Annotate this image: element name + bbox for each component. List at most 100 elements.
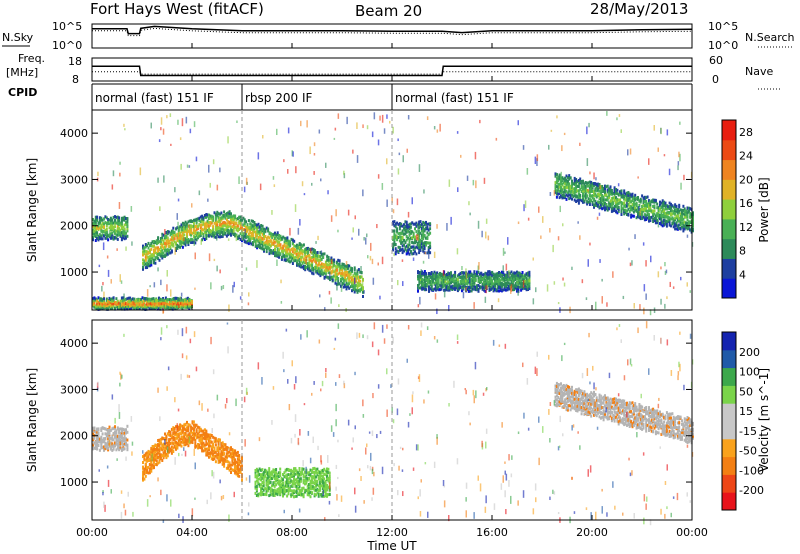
scatter-cell [351, 289, 353, 293]
scatter-cell [291, 247, 294, 251]
scatter-cell [467, 278, 470, 282]
scatter-cell [161, 254, 164, 258]
scatter-cell [560, 185, 562, 189]
scatter-cell [346, 284, 349, 288]
noise-cell [256, 260, 258, 268]
scatter-cell [665, 204, 668, 208]
scatter-cell [92, 238, 94, 242]
noise-cell [103, 291, 105, 298]
scatter-cell [119, 228, 122, 232]
scatter-cell [93, 298, 96, 302]
scatter-cell [98, 298, 101, 302]
scatter-cell [97, 296, 100, 300]
noise-cell [549, 228, 551, 233]
scatter-cell [311, 267, 314, 271]
scatter-cell [311, 251, 314, 255]
scatter-cell [203, 214, 206, 217]
scatter-cell [436, 274, 439, 278]
noise-cell [330, 297, 332, 304]
scatter-cell [208, 226, 210, 230]
scatter-cell [123, 307, 126, 311]
noise-cell [194, 252, 196, 260]
scatter-cell [191, 225, 194, 229]
scatter-cell [425, 274, 428, 277]
scatter-cell [648, 218, 650, 222]
scatter-cell [149, 305, 152, 309]
scatter-cell [470, 282, 473, 286]
scatter-cell [660, 223, 663, 227]
scatter-cell [396, 227, 399, 231]
scatter-cell [92, 426, 94, 430]
scatter-cell [681, 221, 683, 225]
scatter-cell [452, 284, 455, 288]
scatter-cell [256, 223, 259, 227]
scatter-cell [609, 202, 612, 206]
scatter-cell [162, 242, 165, 246]
scatter-cell [443, 280, 446, 284]
noise-lo-left: 10^0 [52, 39, 82, 52]
scatter-cell [231, 231, 234, 235]
scatter-cell [202, 228, 205, 232]
noise-cell [108, 230, 111, 237]
noise-cell [361, 280, 364, 289]
scatter-cell [459, 275, 462, 279]
scatter-cell [668, 223, 671, 227]
noise-cell [419, 296, 421, 305]
scatter-cell [492, 282, 495, 286]
scatter-cell [118, 444, 121, 447]
noise-cell [585, 297, 588, 301]
scatter-cell [202, 221, 205, 225]
scatter-cell [142, 299, 145, 303]
scatter-cell [657, 216, 660, 220]
scatter-cell [527, 286, 529, 290]
scatter-cell [279, 238, 282, 242]
scatter-cell [184, 304, 187, 308]
scatter-cell [112, 296, 115, 300]
noise-cell [309, 146, 311, 155]
scatter-cell [648, 213, 650, 217]
noise-cell [617, 183, 620, 187]
scatter-cell [639, 215, 642, 219]
scatter-cell [105, 221, 108, 225]
noise-cell [187, 224, 190, 229]
scatter-cell [297, 253, 300, 257]
scatter-cell [568, 197, 571, 201]
scatter-cell [216, 230, 219, 234]
noise-cell [411, 197, 413, 205]
scatter-cell [650, 215, 653, 219]
scatter-cell [450, 277, 452, 281]
scatter-cell [595, 201, 598, 205]
scatter-cell [93, 296, 96, 300]
scatter-cell [668, 218, 671, 222]
scatter-cell [429, 241, 432, 245]
scatter-cell [103, 304, 105, 308]
noise-cell [599, 259, 601, 263]
noise-cell [153, 282, 156, 288]
scatter-cell [499, 288, 502, 292]
scatter-cell [252, 219, 254, 223]
scatter-cell [524, 282, 527, 286]
noise-cell [381, 256, 384, 265]
scatter-cell [639, 217, 642, 221]
scatter-cell [499, 279, 502, 283]
scatter-cell [263, 231, 265, 234]
noise-cell [407, 115, 410, 120]
scatter-cell [660, 216, 663, 220]
noise-cell [211, 218, 213, 224]
scatter-cell [604, 206, 606, 210]
scatter-cell [242, 223, 245, 227]
scatter-cell [220, 235, 223, 239]
scatter-cell [148, 259, 151, 263]
scatter-cell [197, 231, 199, 235]
scatter-cell [191, 300, 193, 303]
scatter-cell [212, 225, 215, 229]
scatter-cell [470, 274, 473, 278]
scatter-cell [296, 243, 298, 247]
scatter-cell [171, 301, 174, 305]
scatter-cell [267, 239, 270, 243]
scatter-cell [169, 302, 171, 305]
scatter-cell [122, 225, 125, 229]
scatter-cell [101, 225, 104, 229]
scatter-cell [645, 215, 648, 219]
scatter-cell [678, 219, 681, 223]
